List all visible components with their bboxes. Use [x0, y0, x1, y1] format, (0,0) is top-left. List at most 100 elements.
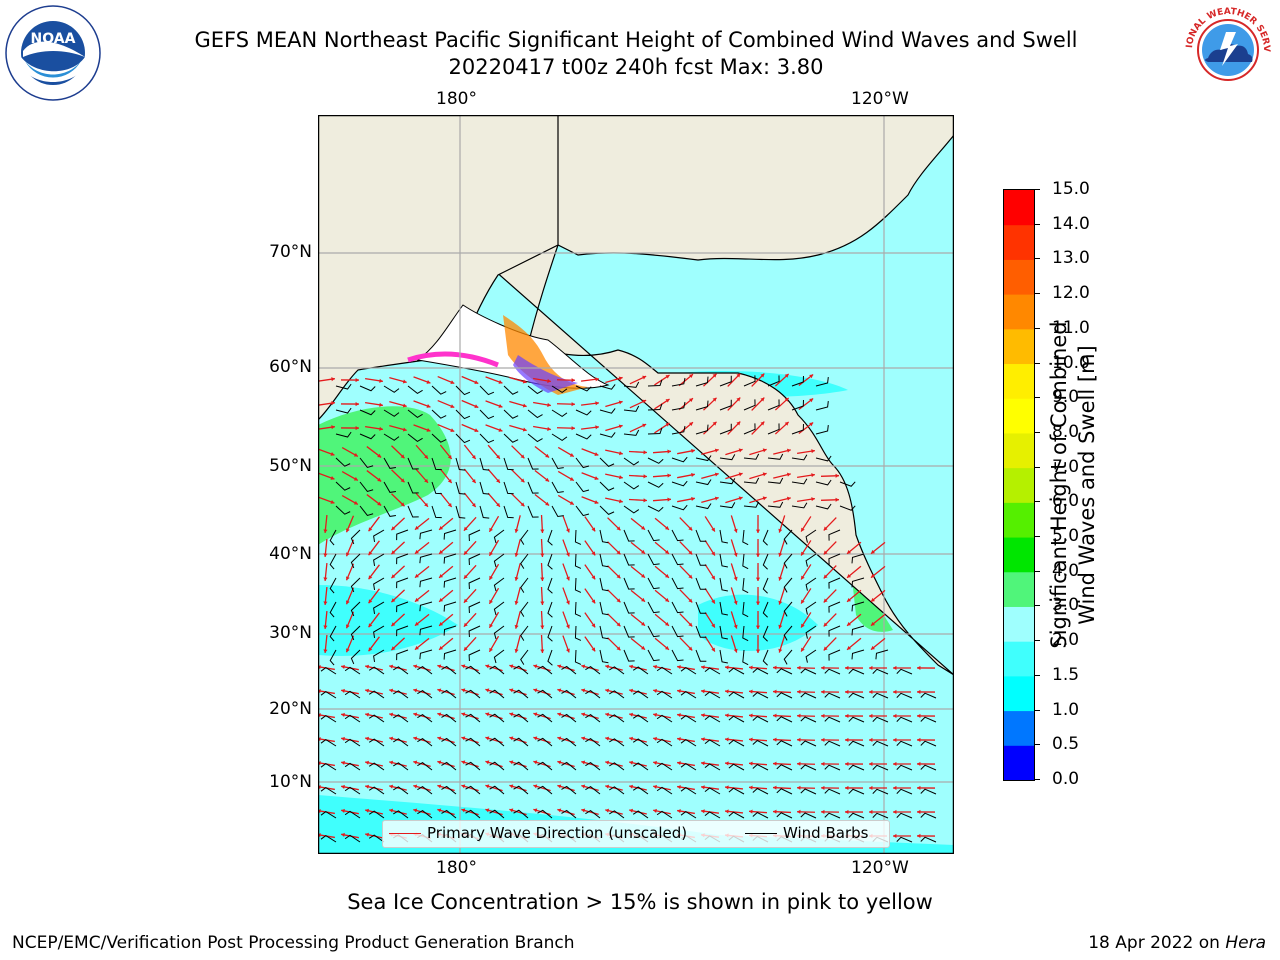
- wave-arrowhead: [509, 784, 514, 789]
- wave-arrowhead: [331, 425, 335, 430]
- wave-arrowhead: [437, 688, 442, 693]
- wave-arrowhead: [533, 664, 538, 669]
- wave-arrowhead: [591, 527, 596, 532]
- wave-arrowhead: [733, 528, 738, 533]
- wind-barb: [728, 667, 745, 675]
- noaa-logo-icon: NOAA: [5, 5, 101, 101]
- wave-arrowhead: [391, 646, 396, 651]
- host-name: Hera: [1225, 933, 1266, 953]
- wind-barb: [851, 577, 865, 588]
- wave-arrowhead: [545, 477, 550, 482]
- wind-barb: [344, 834, 361, 843]
- wave-arrowhead: [711, 551, 715, 556]
- wind-barb: [547, 553, 553, 570]
- colorbar-tick-label: 8.0: [1052, 421, 1080, 442]
- wave-arrowhead: [786, 448, 791, 453]
- wind-barb: [383, 481, 396, 493]
- wind-barb: [359, 481, 374, 493]
- wave-arrowhead: [714, 448, 719, 453]
- wind-barb: [479, 409, 495, 420]
- colorbar-tick-mark: [1034, 362, 1040, 364]
- wave-arrowhead: [714, 496, 719, 501]
- wave-arrowhead: [461, 664, 466, 669]
- wind-barb: [443, 625, 457, 636]
- wave-arrowhead: [755, 601, 761, 605]
- wind-barb: [329, 577, 337, 594]
- wave-arrowhead: [365, 664, 370, 669]
- wind-barb: [719, 529, 728, 544]
- wind-barb: [585, 689, 601, 699]
- wind-barb: [393, 786, 409, 795]
- wave-arrowhead: [368, 647, 373, 652]
- wave-arrowhead: [463, 526, 468, 531]
- wind-barb: [368, 762, 385, 771]
- colorbar-tick-label: 12.0: [1052, 283, 1090, 304]
- wind-barb: [443, 601, 457, 612]
- wind-barb: [537, 809, 553, 819]
- wind-barb: [575, 457, 590, 469]
- wind-barb: [671, 601, 684, 614]
- wave-arrowhead: [331, 401, 335, 406]
- wind-barb: [513, 809, 529, 819]
- wind-barb: [805, 553, 817, 567]
- colorbar-tick-label: 0.0: [1052, 769, 1080, 789]
- colorbar-tick-label: 0.5: [1052, 734, 1080, 755]
- wind-barb: [800, 788, 817, 795]
- wave-arrowhead: [485, 736, 490, 741]
- wind-barb: [872, 716, 889, 723]
- wind-barb: [728, 787, 745, 795]
- wind-barb: [468, 553, 481, 566]
- wave-arrowhead: [489, 527, 493, 532]
- wind-barb: [647, 529, 660, 542]
- wave-arrowhead: [714, 472, 719, 477]
- chart-title: GEFS MEAN Northeast Pacific Significant …: [194, 28, 1078, 52]
- wave-arrowhead: [712, 397, 717, 402]
- wave-arrowhead: [917, 761, 921, 767]
- wind-barb: [417, 737, 433, 747]
- colorbar-swatch: [1004, 190, 1034, 226]
- wind-barb: [561, 809, 577, 819]
- wind-barb: [520, 625, 529, 641]
- wave-arrowhead: [571, 426, 575, 431]
- wave-arrowhead: [778, 552, 783, 557]
- wave-arrowhead: [426, 403, 431, 408]
- wind-barb: [368, 690, 385, 699]
- colorbar-swatch: [1004, 328, 1034, 365]
- wave-arrowhead: [643, 474, 647, 479]
- wave-arrowhead: [847, 621, 852, 626]
- wind-barb: [783, 577, 793, 593]
- wind-barb: [632, 810, 649, 819]
- wind-barb: [547, 529, 553, 546]
- wave-arrowhead: [845, 761, 849, 767]
- wave-arrowhead: [330, 475, 335, 480]
- wave-arrowhead: [463, 550, 468, 555]
- wind-barb: [547, 649, 553, 666]
- wind-barb: [431, 433, 447, 443]
- colorbar-swatch: [1004, 710, 1034, 746]
- wind-barb: [815, 400, 829, 411]
- wave-arrowhead: [437, 808, 442, 813]
- wind-barb: [561, 785, 577, 795]
- colorbar-tick-mark: [1034, 466, 1040, 468]
- wind-barb: [815, 376, 829, 387]
- wave-arrowhead: [701, 737, 705, 742]
- wind-barb: [815, 503, 832, 510]
- wave-arrowhead: [522, 379, 527, 384]
- wave-arrowhead: [653, 736, 657, 741]
- wave-arrowhead: [642, 423, 647, 428]
- lat-label-50n: 50°N: [269, 456, 312, 476]
- wave-arrowhead: [619, 499, 623, 504]
- wind-barb: [599, 601, 609, 616]
- wave-arrowhead: [641, 573, 645, 578]
- sea-ice-purple: [513, 355, 578, 393]
- colorbar-tick-mark: [1034, 709, 1040, 711]
- wave-arrowhead: [869, 737, 873, 743]
- wave-arrowhead: [712, 373, 717, 378]
- wave-arrowhead: [509, 712, 514, 717]
- wind-barb: [537, 689, 553, 699]
- wind-barb: [520, 601, 529, 617]
- wave-arrowhead: [341, 760, 345, 765]
- wave-arrowhead: [323, 649, 328, 653]
- wind-barb: [623, 553, 635, 566]
- wind-barb: [704, 715, 721, 723]
